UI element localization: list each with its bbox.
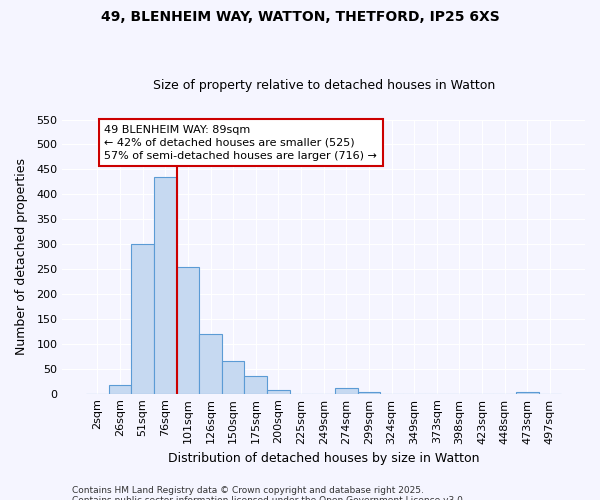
Text: 49 BLENHEIM WAY: 89sqm
← 42% of detached houses are smaller (525)
57% of semi-de: 49 BLENHEIM WAY: 89sqm ← 42% of detached…	[104, 124, 377, 161]
Text: Contains public sector information licensed under the Open Government Licence v3: Contains public sector information licen…	[72, 496, 466, 500]
Bar	[267, 390, 290, 394]
Bar	[222, 362, 244, 394]
Bar	[154, 177, 176, 394]
Text: Contains HM Land Registry data © Crown copyright and database right 2025.: Contains HM Land Registry data © Crown c…	[72, 486, 424, 495]
Bar	[176, 266, 199, 394]
Bar	[199, 334, 222, 394]
Bar	[358, 392, 380, 394]
Bar	[244, 376, 267, 394]
Bar	[335, 388, 358, 394]
Bar	[131, 244, 154, 394]
Y-axis label: Number of detached properties: Number of detached properties	[15, 158, 28, 355]
Bar	[109, 384, 131, 394]
Title: Size of property relative to detached houses in Watton: Size of property relative to detached ho…	[152, 79, 495, 92]
Bar	[516, 392, 539, 394]
X-axis label: Distribution of detached houses by size in Watton: Distribution of detached houses by size …	[168, 452, 479, 465]
Text: 49, BLENHEIM WAY, WATTON, THETFORD, IP25 6XS: 49, BLENHEIM WAY, WATTON, THETFORD, IP25…	[101, 10, 499, 24]
